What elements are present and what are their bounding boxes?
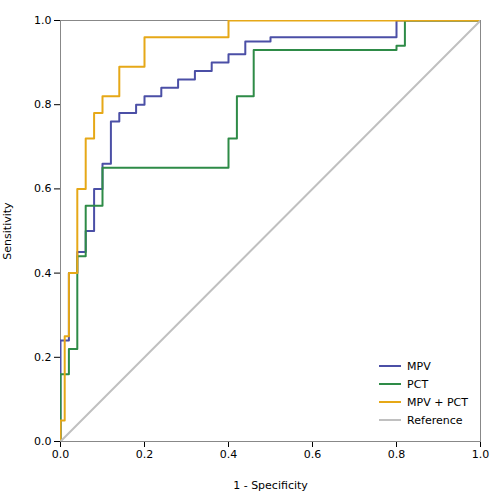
svg-text:0.4: 0.4 (220, 448, 238, 461)
svg-text:1.0: 1.0 (472, 448, 490, 461)
svg-text:Sensitivity: Sensitivity (1, 202, 14, 260)
svg-text:0.0: 0.0 (34, 435, 52, 448)
svg-text:0.8: 0.8 (388, 448, 406, 461)
html-text:MPV: MPV (407, 359, 431, 373)
html-text:PCT: PCT (407, 377, 429, 391)
html-text:Reference: Reference (407, 413, 463, 427)
svg-text:0.6: 0.6 (304, 448, 322, 461)
svg-text:1 - Specificity: 1 - Specificity (233, 479, 308, 491)
svg-text:0.0: 0.0 (52, 448, 70, 461)
svg-text:0.8: 0.8 (34, 98, 52, 111)
html-text:MPV + PCT: MPV + PCT (407, 395, 468, 409)
svg-text:0.2: 0.2 (34, 351, 52, 364)
svg-text:0.6: 0.6 (34, 182, 52, 195)
svg-text:0.2: 0.2 (136, 448, 154, 461)
svg-text:0.4: 0.4 (34, 267, 52, 280)
svg-text:1.0: 1.0 (34, 14, 52, 27)
